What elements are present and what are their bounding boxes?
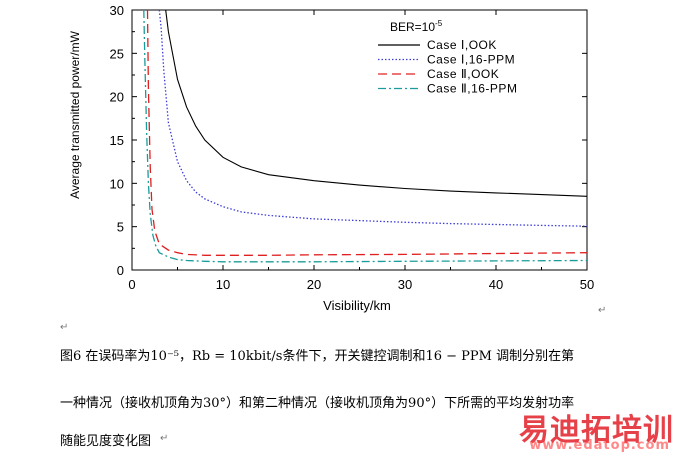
series-line-1	[165, 10, 587, 197]
legend-box	[375, 15, 565, 107]
y-tick-label: 30	[110, 3, 124, 18]
x-tick-label: 20	[307, 277, 321, 292]
x-tick-label: 40	[489, 277, 503, 292]
x-axis-label: Visibility/km	[323, 298, 391, 313]
x-tick-label: 30	[398, 277, 412, 292]
series-line-2	[158, 10, 587, 227]
watermark-logo: 易迪拓培训	[519, 413, 674, 448]
x-axis: 0 10 20 30 40 50	[128, 10, 594, 292]
figure-caption-line-3: 随能见度变化图	[60, 434, 152, 449]
y-tick-label: 25	[110, 46, 124, 61]
legend-label-2: Case Ⅰ,16-PPM	[427, 53, 515, 67]
x-tick-label: 0	[128, 277, 135, 292]
y-tick-label: 5	[117, 220, 124, 235]
series-line-3	[146, 10, 587, 256]
y-tick-label: 20	[110, 90, 124, 105]
watermark-url: www.edatop.com	[529, 438, 670, 453]
paragraph-mark: ↵	[60, 322, 69, 333]
y-tick-label: 0	[117, 263, 124, 278]
series-line-4	[143, 10, 587, 263]
figure-caption-line-2: 一种情况（接收机顶角为30°）和第二种情况（接收机顶角为90°）下所需的平均发射…	[60, 396, 575, 411]
y-tick-label: 15	[110, 133, 124, 148]
legend-title-exponent: -5	[435, 19, 443, 28]
y-axis: 0 5 10 15 20 25 30	[110, 3, 587, 278]
legend-label-4: Case Ⅱ,16-PPM	[427, 82, 517, 96]
paragraph-mark: ↵	[160, 433, 169, 444]
x-tick-label: 10	[216, 277, 230, 292]
x-tick-label: 50	[580, 277, 594, 292]
series-group	[143, 10, 587, 263]
legend-title: BER=10-5	[390, 19, 443, 34]
legend-label-3: Case Ⅱ,OOK	[427, 67, 499, 81]
figure-caption-line-1: 图6 在误码率为10⁻⁵，Rb = 10kbit/s条件下，开关键控调制和16 …	[60, 349, 575, 364]
y-tick-label: 10	[110, 176, 124, 191]
y-axis-label: Average transmitted power/mW	[68, 30, 82, 199]
legend-label-1: Case Ⅰ,OOK	[427, 38, 497, 52]
paragraph-mark: ↵	[598, 305, 607, 316]
chart: 0 5 10 15 20 25 30 0 10 20 30 40 50 BER=10-5 Case Ⅰ,…	[68, 3, 594, 313]
